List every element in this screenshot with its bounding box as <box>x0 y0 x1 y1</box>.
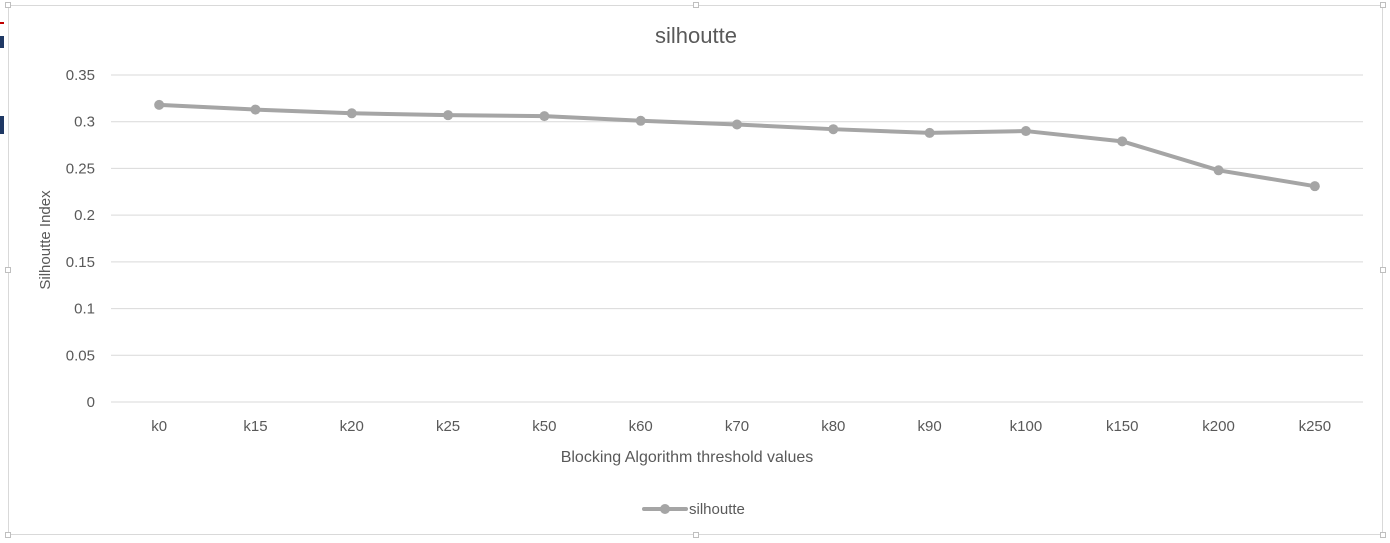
x-tick-label: k250 <box>1299 418 1332 435</box>
sheet-left-edge <box>0 0 6 543</box>
series-layer <box>154 99 1320 192</box>
data-point[interactable] <box>539 111 550 122</box>
x-tick-label: k150 <box>1106 418 1139 435</box>
y-tick-label: 0.15 <box>66 254 95 271</box>
data-point[interactable] <box>635 115 646 126</box>
x-tick-label: k20 <box>340 418 364 435</box>
x-tick-label: k200 <box>1202 418 1235 435</box>
x-tick-label: k90 <box>918 418 942 435</box>
data-point[interactable] <box>443 110 454 121</box>
legend-label: silhoutte <box>689 501 745 518</box>
y-tick-label: 0.2 <box>74 207 95 224</box>
y-axis-ticks: 0 0.05 0.1 0.15 0.2 0.25 0.3 0.35 <box>66 67 95 411</box>
data-point[interactable] <box>1309 181 1320 192</box>
data-point[interactable] <box>250 104 261 115</box>
x-tick-label: k0 <box>151 418 167 435</box>
resize-handle-bottom[interactable] <box>693 532 699 538</box>
series-line[interactable] <box>157 102 1317 189</box>
data-point[interactable] <box>154 99 165 110</box>
legend[interactable]: silhoutte <box>642 501 745 518</box>
y-tick-label: 0 <box>87 394 95 411</box>
x-tick-label: k100 <box>1010 418 1043 435</box>
y-tick-label: 0.35 <box>66 67 95 84</box>
chart-area[interactable]: 0 0.05 0.1 0.15 0.2 0.25 0.3 0.35 k0 k15 k20 k25 k5… <box>5 2 1386 538</box>
x-axis-title: Blocking Algorithm threshold values <box>561 449 814 466</box>
resize-handle-right[interactable] <box>1380 267 1386 273</box>
y-tick-label: 0.3 <box>74 114 95 131</box>
data-point[interactable] <box>924 127 935 138</box>
chart-title: silhoutte <box>655 23 737 48</box>
cell-fragment <box>0 36 4 48</box>
x-axis-ticks: k0 k15 k20 k25 k50 k60 k70 k80 k90 k100 k150 k200 k2… <box>151 418 1331 435</box>
data-point[interactable] <box>346 108 357 119</box>
resize-handle-bottom-left[interactable] <box>5 532 11 538</box>
cell-fragment <box>0 22 4 24</box>
x-tick-label: k60 <box>629 418 653 435</box>
data-point[interactable] <box>732 119 742 130</box>
x-tick-label: k15 <box>243 418 267 435</box>
resize-handle-top-right[interactable] <box>1380 2 1386 8</box>
resize-handle-top[interactable] <box>693 2 699 8</box>
data-point[interactable] <box>1117 136 1128 147</box>
cell-fragment <box>0 116 4 134</box>
resize-handle-top-left[interactable] <box>5 2 11 8</box>
x-tick-label: k70 <box>725 418 749 435</box>
y-tick-label: 0.05 <box>66 347 95 364</box>
data-point[interactable] <box>1020 126 1031 137</box>
y-tick-label: 0.25 <box>66 160 95 177</box>
gridlines <box>111 74 1363 403</box>
y-axis-title: Silhoutte Index <box>37 190 54 290</box>
line-chart: 0 0.05 0.1 0.15 0.2 0.25 0.3 0.35 k0 k15 k20 k25 k5… <box>37 23 1363 518</box>
legend-point-marker <box>660 504 670 514</box>
x-tick-label: k50 <box>532 418 556 435</box>
data-point[interactable] <box>1213 165 1224 176</box>
y-tick-label: 0.1 <box>74 301 95 318</box>
resize-handle-bottom-right[interactable] <box>1380 532 1386 538</box>
data-point[interactable] <box>828 124 839 135</box>
x-tick-label: k80 <box>821 418 845 435</box>
x-tick-label: k25 <box>436 418 460 435</box>
resize-handle-left[interactable] <box>5 267 11 273</box>
